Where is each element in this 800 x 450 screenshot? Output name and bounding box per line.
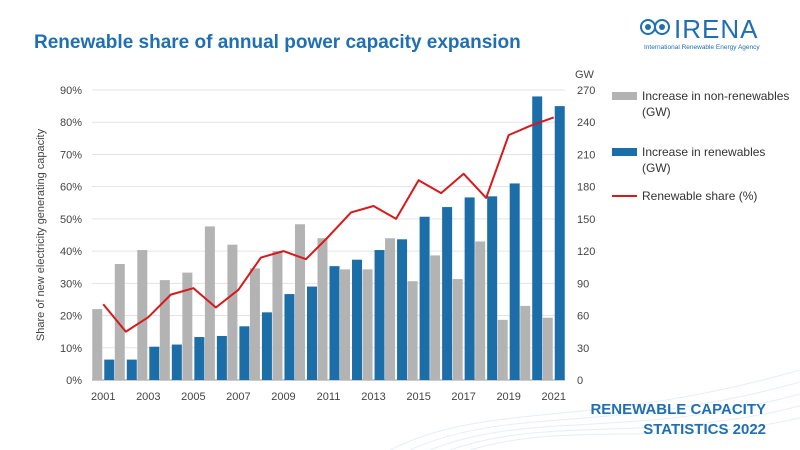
legend-swatch-non-renewables: [612, 92, 637, 100]
irena-logo-icon: [640, 19, 670, 35]
y2-tick-label: 240: [577, 117, 595, 129]
y2-tick-label: 0: [577, 375, 583, 387]
bar-non-renewables: [272, 251, 283, 380]
y2-tick-label: 60: [577, 311, 589, 323]
bar-non-renewables: [542, 317, 553, 380]
x-tick-label: 2001: [91, 391, 115, 403]
y2-tick-label: 150: [577, 214, 595, 226]
bar-renewables: [216, 335, 227, 380]
bar-renewables: [126, 359, 137, 380]
bar-renewables: [464, 197, 475, 380]
y-tick-label: 10%: [60, 343, 82, 355]
y-tick-label: 80%: [60, 117, 82, 129]
x-tick-label: 2005: [181, 391, 205, 403]
y2-tick-label: 210: [577, 149, 595, 161]
y2-tick-label: 90: [577, 278, 589, 290]
x-tick-label: 2009: [271, 391, 295, 403]
y-tick-label: 0%: [66, 375, 82, 387]
bar-non-renewables: [182, 272, 193, 380]
x-tick-label: 2019: [496, 391, 520, 403]
y2-tick-label: 180: [577, 182, 595, 194]
bar-non-renewables: [520, 305, 531, 380]
bar-renewables: [487, 196, 498, 380]
bar-renewables: [442, 207, 453, 380]
bar-renewables: [554, 106, 565, 380]
y2-tick-label: 270: [577, 85, 595, 97]
bar-non-renewables: [452, 279, 463, 380]
bar-renewables: [532, 96, 543, 380]
legend-label-non-renewables: Increase in non-renewables (GW): [642, 89, 790, 119]
report-title-line2: STATISTICS 2022: [643, 421, 766, 438]
x-tick-label: 2003: [136, 391, 160, 403]
bar-non-renewables: [497, 319, 508, 380]
logo-name: IRENA: [674, 14, 759, 44]
x-tick-label: 2017: [451, 391, 475, 403]
y-tick-label: 60%: [60, 182, 82, 194]
y-tick-label: 20%: [60, 311, 82, 323]
bar-renewables: [306, 286, 317, 380]
bar-renewables: [509, 183, 520, 380]
x-tick-label: 2021: [541, 391, 565, 403]
x-tick-label: 2015: [406, 391, 430, 403]
bar-renewables: [397, 239, 408, 380]
bar-renewables: [239, 326, 250, 380]
bar-non-renewables: [407, 281, 418, 380]
x-tick-label: 2011: [317, 391, 341, 403]
bar-non-renewables: [159, 280, 170, 380]
y-tick-label: 70%: [60, 149, 82, 161]
y-tick-label: 90%: [60, 85, 82, 97]
page-title: Renewable share of annual power capacity…: [34, 32, 521, 53]
x-tick-label: 2013: [361, 391, 385, 403]
bar-renewables: [149, 346, 160, 380]
bar-renewables: [194, 337, 205, 380]
y2-tick-label: 30: [577, 343, 589, 355]
bar-renewables: [374, 250, 385, 380]
y-tick-label: 50%: [60, 214, 82, 226]
decorative-wave: [390, 369, 800, 450]
bar-renewables: [261, 312, 272, 380]
bar-renewables: [104, 359, 115, 380]
x-tick-label: 2007: [226, 391, 250, 403]
bar-non-renewables: [114, 264, 125, 380]
y2-tick-label: 120: [577, 246, 595, 258]
y-tick-label: 40%: [60, 246, 82, 258]
y-axis-title: Share of new electricity generating capa…: [35, 128, 47, 341]
bar-renewables: [352, 259, 363, 380]
report-title-line1: RENEWABLE CAPACITY: [590, 401, 766, 418]
legend-label-share: Renewable share (%): [642, 189, 758, 203]
bar-non-renewables: [294, 224, 305, 380]
bar-non-renewables: [430, 255, 441, 380]
bar-renewables: [329, 266, 340, 380]
logo-subtitle: International Renewable Energy Agency: [644, 44, 760, 51]
report-title: RENEWABLE CAPACITY STATISTICS 2022: [590, 400, 766, 440]
bar-non-renewables: [227, 244, 238, 380]
bar-non-renewables: [92, 309, 103, 380]
bar-renewables: [171, 344, 182, 380]
bar-non-renewables: [137, 250, 148, 380]
legend-label-renewables: Increase in renewables (GW): [642, 145, 766, 175]
legend-swatch-renewables: [612, 148, 637, 156]
bar-renewables: [284, 294, 295, 380]
bar-renewables: [419, 216, 430, 380]
bar-non-renewables: [340, 269, 351, 380]
line-renewable-share: [102, 116, 555, 333]
y-tick-label: 30%: [60, 278, 82, 290]
bar-non-renewables: [317, 238, 328, 380]
bar-non-renewables: [475, 241, 486, 380]
bar-non-renewables: [362, 269, 373, 380]
legend-line-share: [612, 195, 637, 197]
bar-non-renewables: [385, 238, 396, 380]
bar-non-renewables: [249, 268, 260, 380]
y2-axis-title: GW: [575, 69, 595, 81]
